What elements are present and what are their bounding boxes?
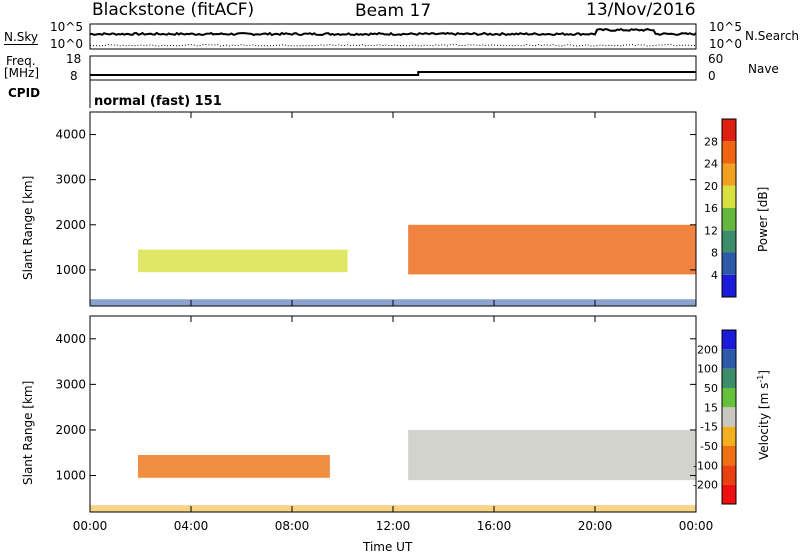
power-ytick-label: 2000 xyxy=(55,218,86,232)
velocity-colorbar-tick: 200 xyxy=(697,343,718,356)
velocity-echo-band xyxy=(408,429,696,481)
power-colorbar-tick: 16 xyxy=(704,202,718,215)
nsky-tick-bottom: 10^0 xyxy=(50,37,83,51)
xtick-label: 16:00 xyxy=(477,519,512,533)
cpid-label: CPID xyxy=(8,86,41,100)
xlabel: Time UT xyxy=(363,540,413,554)
power-echo-band xyxy=(137,249,348,273)
velocity-colorbar-segment xyxy=(722,349,736,369)
freq-tick-bottom: 8 xyxy=(70,69,78,83)
velocity-ytick-label: 1000 xyxy=(55,469,86,483)
velocity-colorbar-frame xyxy=(721,329,737,505)
velocity-colorbar-segment xyxy=(722,484,736,504)
velocity-colorbar-segment xyxy=(722,368,736,388)
power-colorbar-segment xyxy=(722,141,736,164)
power-colorbar-segment xyxy=(722,230,736,253)
power-colorbar-tick: 8 xyxy=(711,247,718,260)
nave-tick-top: 60 xyxy=(708,52,724,66)
power-colorbar-segment xyxy=(722,119,736,142)
power-colorbar-segment xyxy=(722,252,736,275)
xtick-label: 00:00 xyxy=(679,519,714,533)
power-colorbar-frame xyxy=(721,118,737,298)
power-colorbar-segment xyxy=(722,274,736,297)
power-colorbar-tick: 28 xyxy=(704,135,718,148)
power-colorbar-segment xyxy=(722,163,736,186)
nsky-trace xyxy=(89,27,697,37)
velocity-colorbar-tick: -50 xyxy=(700,440,718,453)
nsky-tick-top: 10^5 xyxy=(50,20,83,34)
date-title: 13/Nov/2016 xyxy=(586,0,696,20)
power-frame xyxy=(89,111,697,307)
power-ytick-label: 3000 xyxy=(55,173,86,187)
velocity-colorbar-tick: -200 xyxy=(693,479,718,492)
freq-panel xyxy=(89,55,697,81)
velocity-colorbar-tick: -15 xyxy=(700,421,718,434)
freq-tick-top: 18 xyxy=(66,52,82,66)
station-title: Blackstone (fitACF) xyxy=(92,0,255,20)
velocity-ytick-label: 4000 xyxy=(55,332,86,346)
velocity-ytick-label: 3000 xyxy=(55,377,86,391)
power-colorbar-segment xyxy=(722,185,736,208)
xtick-label: 20:00 xyxy=(578,519,613,533)
velocity-echo-band xyxy=(137,455,330,478)
velocity-colorbar-segment xyxy=(722,446,736,466)
velocity-colorbar-segment xyxy=(722,388,736,408)
velocity-colorbar-segment xyxy=(722,465,736,485)
power-ytick-label: 1000 xyxy=(55,263,86,277)
nsky-panel xyxy=(89,23,697,50)
cpid-value: normal (fast) 151 xyxy=(94,94,222,109)
xtick-label: 08:00 xyxy=(275,519,310,533)
freq-trace xyxy=(90,71,696,76)
nsearch-tick-bottom: 10^0 xyxy=(709,37,742,51)
velocity-ylabel: Slant Range [km] xyxy=(21,380,35,485)
nave-label: Nave xyxy=(748,62,779,76)
nsearch-trace xyxy=(89,43,697,47)
nsearch-label: N.Search xyxy=(745,29,800,43)
power-colorbar-tick: 4 xyxy=(711,269,718,282)
velocity-colorbar-tick: 15 xyxy=(704,401,718,414)
power-colorbar-segment xyxy=(722,208,736,231)
velocity-colorbar-tick: -100 xyxy=(693,459,718,472)
beam-title: Beam 17 xyxy=(355,1,432,21)
velocity-frame xyxy=(89,315,697,513)
power-colorbar-tick: 20 xyxy=(704,180,718,193)
xtick-label: 00:00 xyxy=(73,519,108,533)
xtick-label: 04:00 xyxy=(174,519,209,533)
velocity-colorbar-tick: 100 xyxy=(697,363,718,376)
freq-unit: [MHz] xyxy=(4,66,40,80)
velocity-colorbar-segment xyxy=(722,330,736,350)
velocity-ytick-label: 2000 xyxy=(55,423,86,437)
velocity-colorbar-label: Velocity [m s-1] xyxy=(756,370,771,460)
velocity-colorbar-tick: 50 xyxy=(704,382,718,395)
power-colorbar-label: Power [dB] xyxy=(756,186,770,252)
nsky-label: N.Sky xyxy=(4,30,39,45)
velocity-colorbar-segment xyxy=(722,426,736,446)
freq-label: Freq. xyxy=(6,54,36,68)
power-ytick-label: 4000 xyxy=(55,128,86,142)
power-echo-band xyxy=(408,224,696,275)
power-colorbar-tick: 12 xyxy=(704,224,718,237)
nave-tick-bottom: 0 xyxy=(708,69,716,83)
xtick-label: 12:00 xyxy=(376,519,411,533)
velocity-colorbar-segment xyxy=(722,407,736,427)
power-colorbar-tick: 24 xyxy=(704,158,718,171)
power-ylabel: Slant Range [km] xyxy=(21,175,35,280)
nsearch-tick-top: 10^5 xyxy=(709,20,742,34)
